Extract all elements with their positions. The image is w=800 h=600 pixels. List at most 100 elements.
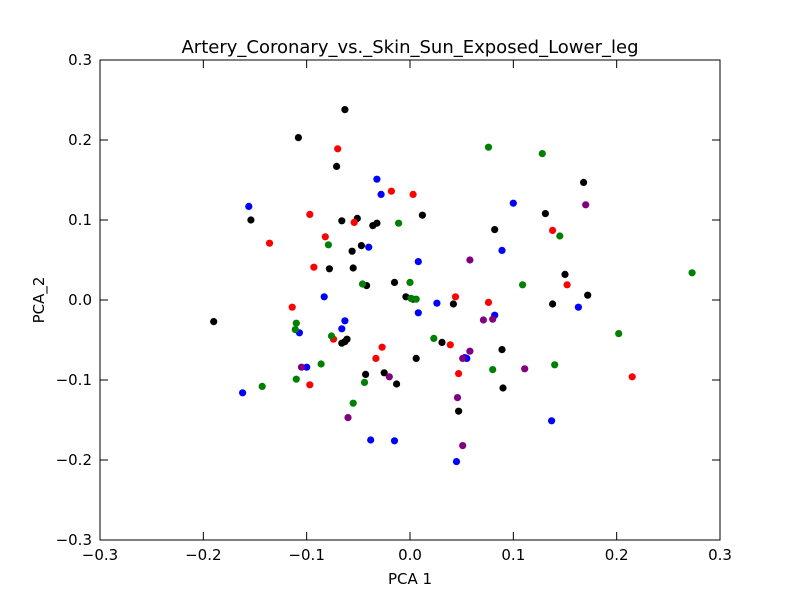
data-point — [292, 375, 300, 383]
data-point — [288, 303, 296, 311]
data-point — [334, 145, 342, 153]
data-point — [245, 202, 253, 210]
data-point — [239, 389, 247, 397]
data-point — [373, 219, 381, 227]
data-point — [414, 258, 422, 266]
data-point — [341, 106, 349, 114]
data-points — [210, 106, 696, 466]
data-point — [484, 143, 493, 151]
data-point — [306, 381, 314, 389]
data-point — [489, 366, 497, 374]
y-tick-label: 0.3 — [68, 51, 92, 69]
data-point — [455, 370, 463, 378]
data-point — [317, 360, 325, 368]
data-point — [438, 338, 446, 346]
data-point — [688, 269, 696, 277]
data-point — [556, 232, 564, 240]
data-point — [551, 361, 559, 369]
x-tick-label: 0.0 — [398, 546, 422, 564]
data-point — [341, 317, 349, 325]
x-tick-label: −0.1 — [288, 546, 324, 564]
data-point — [265, 239, 274, 247]
data-point — [297, 363, 306, 371]
data-point — [412, 354, 420, 362]
data-point — [538, 150, 546, 158]
data-point — [412, 295, 420, 303]
y-tick-label: 0.1 — [68, 211, 92, 229]
data-point — [549, 226, 557, 234]
x-tick-label: −0.3 — [82, 546, 118, 564]
data-point — [459, 442, 467, 450]
data-point — [393, 380, 401, 388]
data-point — [584, 291, 592, 299]
data-point — [378, 343, 386, 351]
data-point — [324, 241, 332, 249]
data-point — [549, 300, 557, 308]
data-point — [406, 278, 414, 286]
data-point — [561, 270, 569, 278]
data-point — [365, 243, 373, 251]
data-point — [430, 334, 438, 342]
data-point — [303, 363, 311, 371]
data-point — [390, 278, 399, 286]
data-point — [548, 417, 556, 425]
data-point — [387, 187, 395, 195]
x-tick-label: 0.2 — [605, 546, 629, 564]
data-point — [291, 326, 299, 334]
data-point — [338, 217, 346, 225]
x-axis-ticks: −0.3 −0.2 −0.1 0.0 0.1 0.2 0.3 — [82, 60, 732, 564]
data-point — [210, 318, 218, 326]
data-point — [320, 293, 328, 301]
data-point — [479, 316, 487, 324]
data-point — [292, 319, 300, 327]
data-point — [358, 280, 367, 288]
data-point — [325, 265, 333, 273]
data-point — [414, 309, 422, 317]
data-point — [385, 373, 393, 381]
data-point — [348, 247, 356, 255]
data-point — [409, 190, 417, 198]
data-point — [582, 201, 590, 209]
data-point — [294, 134, 302, 142]
data-point — [628, 373, 636, 381]
y-tick-label: −0.2 — [56, 451, 92, 469]
data-point — [499, 384, 507, 392]
data-point — [344, 414, 352, 422]
data-point — [333, 162, 341, 170]
data-point — [451, 293, 460, 301]
data-point — [362, 370, 370, 378]
x-axis-label: PCA 1 — [388, 570, 432, 588]
data-point — [372, 354, 380, 362]
data-point — [321, 233, 329, 241]
data-point — [580, 178, 588, 186]
data-point — [574, 303, 583, 311]
data-point — [498, 246, 506, 254]
data-point — [338, 325, 346, 333]
data-point — [453, 394, 462, 402]
data-point — [521, 365, 529, 373]
data-point — [258, 382, 266, 390]
data-point — [367, 436, 375, 444]
data-point — [541, 210, 550, 218]
y-tick-label: −0.1 — [56, 371, 92, 389]
data-point — [484, 298, 493, 306]
y-tick-label: 0.0 — [68, 291, 92, 309]
data-point — [455, 407, 463, 415]
data-point — [349, 264, 357, 272]
y-axis-ticks: −0.3 −0.2 −0.1 0.0 0.1 0.2 0.3 — [56, 51, 720, 549]
data-point — [449, 300, 457, 308]
y-tick-label: −0.3 — [56, 531, 92, 549]
y-tick-label: 0.2 — [68, 131, 92, 149]
data-point — [341, 338, 349, 346]
data-point — [357, 242, 365, 250]
data-point — [446, 341, 454, 349]
data-point — [395, 219, 403, 227]
data-point — [306, 210, 314, 218]
data-point — [247, 216, 255, 224]
x-tick-label: 0.1 — [501, 546, 525, 564]
data-point — [459, 354, 467, 362]
data-point — [498, 346, 506, 354]
data-point — [327, 332, 336, 340]
data-point — [491, 226, 499, 234]
